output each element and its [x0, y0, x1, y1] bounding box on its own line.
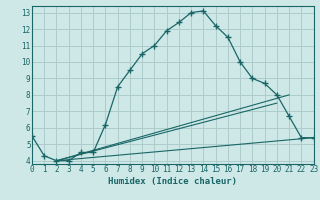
X-axis label: Humidex (Indice chaleur): Humidex (Indice chaleur): [108, 177, 237, 186]
